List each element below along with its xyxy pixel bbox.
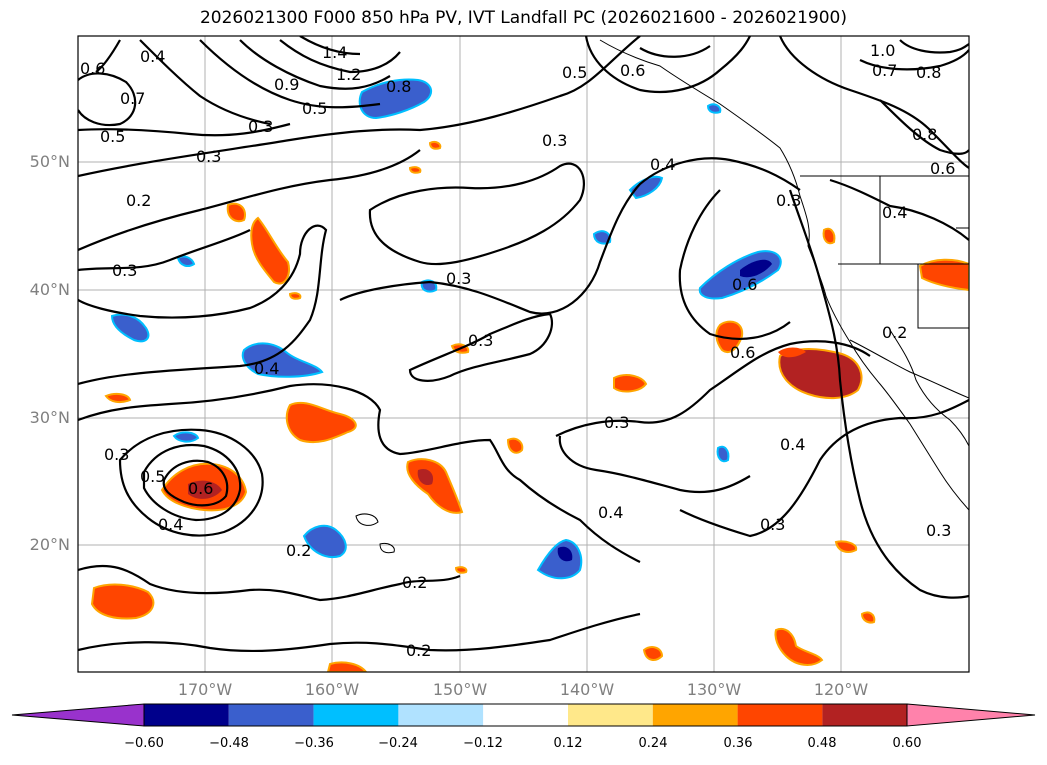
map-content: 0.4 0.6 0.7 0.5 1.4 1.2 0.9 0.5 0.8 0.3 … — [78, 21, 969, 672]
contour-label: 0.3 — [248, 117, 273, 136]
colorbar-tick-label: −0.60 — [124, 736, 164, 751]
contour-label: 1.4 — [322, 43, 347, 62]
colorbar-outline — [143, 703, 908, 727]
colorbar-tick-label: −0.24 — [378, 736, 418, 751]
negative-pc-shading — [110, 78, 782, 580]
lon-label: 170°W — [177, 680, 233, 699]
positive-pc-shading — [90, 140, 969, 672]
colorbar — [11, 703, 1036, 727]
contour-label: 0.2 — [286, 541, 311, 560]
colorbar-extend-min — [11, 703, 145, 727]
colorbar-bin — [652, 704, 738, 726]
contour-label: 0.4 — [254, 359, 279, 378]
contour-label: 0.3 — [104, 445, 129, 464]
contour-label: 0.3 — [604, 413, 629, 432]
colorbar-bin — [822, 704, 908, 726]
lon-label: 140°W — [559, 680, 615, 699]
map-title: 2026021300 F000 850 hPa PV, IVT Landfall… — [199, 8, 847, 28]
contour-labels: 0.4 0.6 0.7 0.5 1.4 1.2 0.9 0.5 0.8 0.3 … — [80, 21, 955, 660]
contour-label: 0.4 — [780, 435, 805, 454]
contour-label: 0.3 — [446, 269, 471, 288]
lon-label: 130°W — [686, 680, 742, 699]
contour-label: 0.3 — [468, 331, 493, 350]
contour-label: 1.2 — [336, 65, 361, 84]
contour-label: 0.8 — [912, 125, 937, 144]
contour-label: 0.3 — [612, 21, 637, 40]
contour-label: 0.2 — [402, 573, 427, 592]
colorbar-bin — [313, 704, 399, 726]
contour-label: 0.7 — [872, 61, 897, 80]
colorbar-tick-label: 0.36 — [723, 736, 753, 751]
coastlines — [355, 39, 969, 554]
colorbar-tick-label: −0.12 — [463, 736, 503, 751]
colorbar-bin — [483, 704, 568, 726]
colorbar-tick-label: 0.12 — [553, 736, 583, 751]
colorbar-extend-max — [906, 703, 1036, 727]
contour-label: 0.8 — [386, 77, 411, 96]
contour-label: 0.6 — [930, 159, 955, 178]
contour-label: 0.5 — [140, 467, 165, 486]
contour-label: 0.3 — [196, 147, 221, 166]
lat-label: 20°N — [29, 535, 70, 554]
lon-label: 120°W — [813, 680, 869, 699]
contour-label: 0.7 — [120, 89, 145, 108]
colorbar-tick-label: 0.24 — [638, 736, 668, 751]
contour-label: 0.5 — [562, 63, 587, 82]
contour-label: 0.4 — [158, 515, 183, 534]
contour-label: 0.4 — [598, 503, 623, 522]
contour-label: 0.6 — [732, 275, 757, 294]
contour-label: 0.6 — [80, 59, 105, 78]
lat-label: 50°N — [29, 152, 70, 171]
colorbar-bin — [228, 704, 314, 726]
contour-label: 0.2 — [406, 641, 431, 660]
contour-label: 1.0 — [870, 41, 895, 60]
lat-label: 30°N — [29, 408, 70, 427]
contour-label: 0.4 — [650, 155, 675, 174]
colorbar-tick-label: 0.48 — [807, 736, 837, 751]
contour-label: 0.3 — [542, 131, 567, 150]
colorbar-bin — [737, 704, 823, 726]
contour-label: 0.3 — [776, 191, 801, 210]
map-border — [77, 35, 970, 673]
lon-label: 150°W — [432, 680, 488, 699]
colorbar-bin — [144, 704, 229, 726]
colorbar-bin — [398, 704, 484, 726]
contour-label: 0.9 — [274, 75, 299, 94]
contour-label: 0.4 — [140, 47, 165, 66]
contour-label: 0.6 — [620, 61, 645, 80]
lon-label: 160°W — [304, 680, 360, 699]
contour-label: 0.6 — [188, 479, 213, 498]
contour-label: 0.4 — [882, 203, 907, 222]
colorbar-bin — [568, 704, 653, 726]
contour-label: 0.5 — [302, 99, 327, 118]
contour-label: 0.3 — [760, 515, 785, 534]
colorbar-tick-label: 0.60 — [892, 736, 922, 751]
contour-label: 0.3 — [926, 521, 951, 540]
lat-label: 40°N — [29, 280, 70, 299]
contour-label: 0.2 — [126, 191, 151, 210]
contour-label: 0.2 — [882, 323, 907, 342]
contour-label: 0.3 — [112, 261, 137, 280]
contour-label: 0.6 — [730, 343, 755, 362]
colorbar-tick-label: −0.36 — [294, 736, 334, 751]
gridlines — [78, 36, 969, 672]
contour-label: 0.5 — [100, 127, 125, 146]
contour-label: 0.8 — [916, 63, 941, 82]
colorbar-tick-label: −0.48 — [209, 736, 249, 751]
